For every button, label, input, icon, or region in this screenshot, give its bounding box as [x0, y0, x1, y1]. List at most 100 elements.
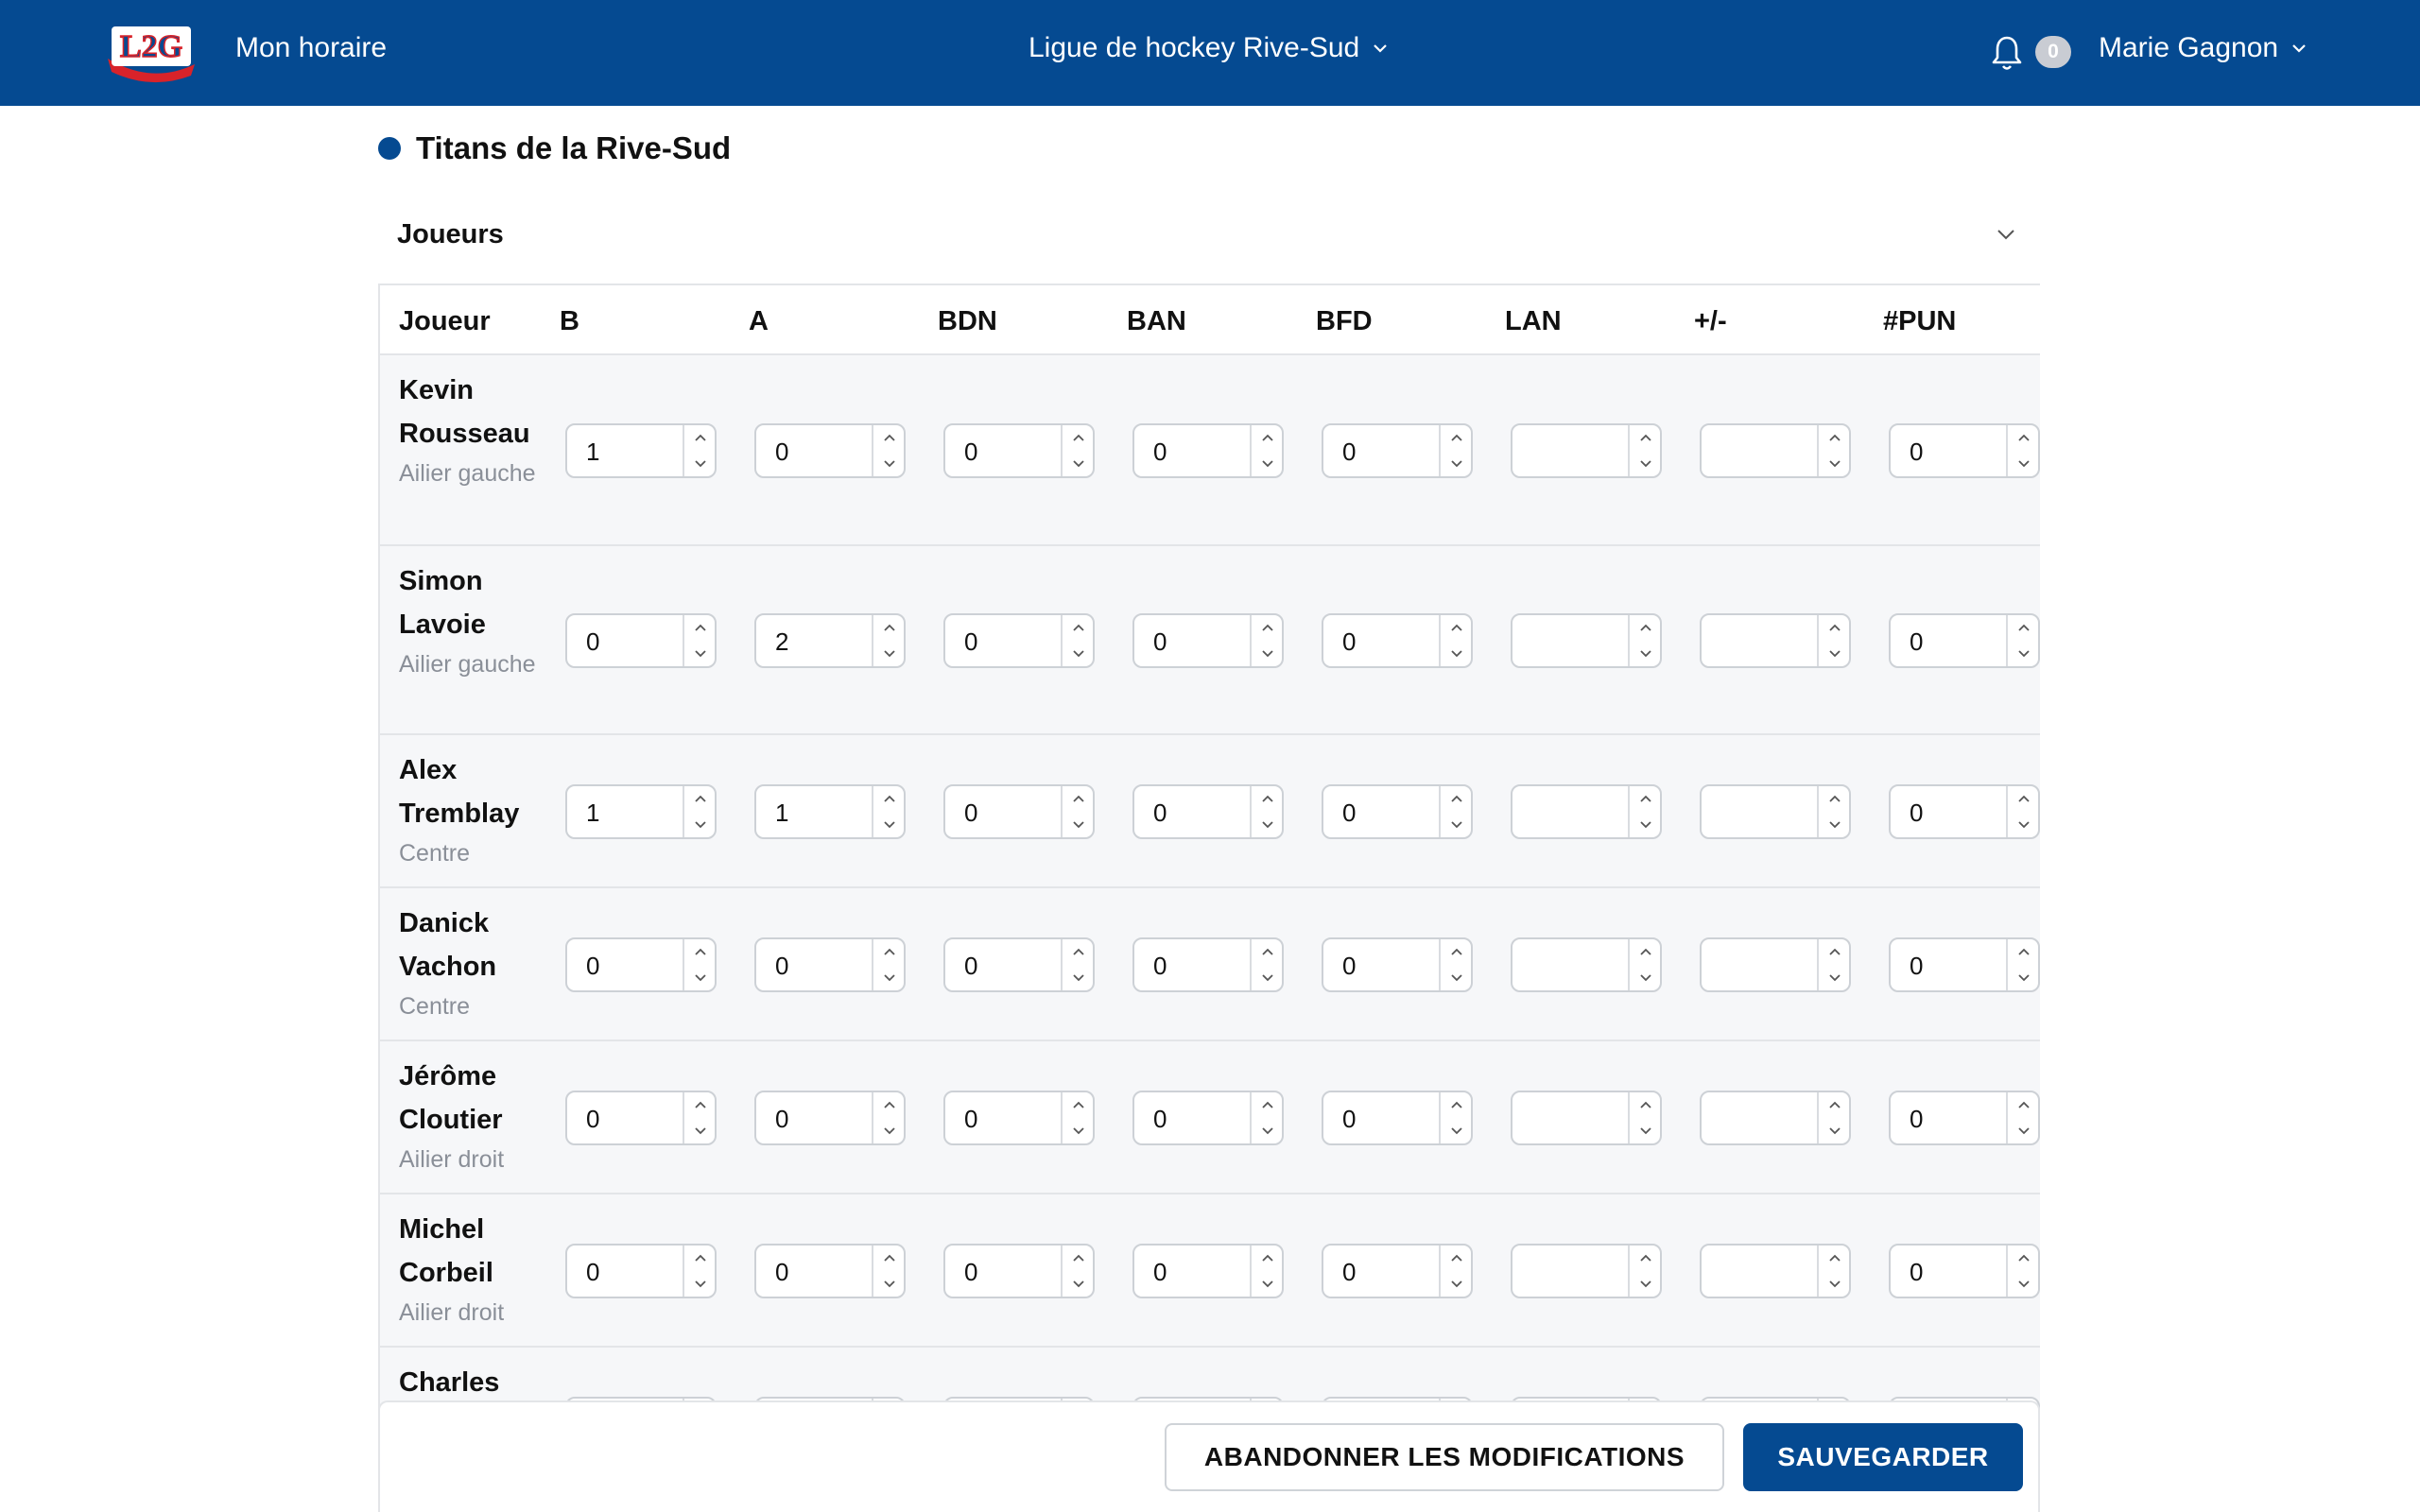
- chevron-up-icon[interactable]: [684, 425, 717, 451]
- league-logo[interactable]: L2G: [104, 19, 199, 83]
- discard-changes-button[interactable]: ABANDONNER LES MODIFICATIONS: [1165, 1423, 1724, 1491]
- chevron-up-icon[interactable]: [1063, 615, 1095, 641]
- chevron-down-icon[interactable]: [1630, 965, 1662, 990]
- chevron-up-icon[interactable]: [1630, 1246, 1662, 1271]
- chevron-down-icon[interactable]: [684, 1271, 717, 1297]
- stat-value[interactable]: 0: [586, 627, 600, 656]
- chevron-up-icon[interactable]: [1819, 939, 1851, 965]
- chevron-down-icon[interactable]: [1252, 965, 1284, 990]
- nav-my-schedule[interactable]: Mon horaire: [235, 32, 388, 63]
- stat-input-bdn[interactable]: 0: [943, 613, 1095, 668]
- stat-input-lan[interactable]: [1511, 1091, 1662, 1145]
- stat-value[interactable]: 0: [1910, 438, 1924, 466]
- stat-input-bdn[interactable]: 0: [943, 1244, 1095, 1298]
- chevron-up-icon[interactable]: [873, 1092, 906, 1118]
- chevron-up-icon[interactable]: [1441, 615, 1473, 641]
- chevron-up-icon[interactable]: [684, 939, 717, 965]
- stat-value[interactable]: 0: [1153, 799, 1167, 827]
- stat-value[interactable]: 0: [1153, 1258, 1167, 1286]
- stat-input-lan[interactable]: [1511, 1244, 1662, 1298]
- chevron-down-icon[interactable]: [2008, 1271, 2040, 1297]
- chevron-down-icon[interactable]: [1630, 1118, 1662, 1143]
- chevron-up-icon[interactable]: [1441, 1246, 1473, 1271]
- stat-input-a[interactable]: 0: [754, 937, 906, 992]
- chevron-down-icon[interactable]: [1441, 1271, 1473, 1297]
- chevron-down-icon[interactable]: [1819, 1118, 1851, 1143]
- chevron-up-icon[interactable]: [1441, 425, 1473, 451]
- stat-input-bfd[interactable]: 0: [1322, 1091, 1473, 1145]
- stat-input-bdn[interactable]: 0: [943, 423, 1095, 478]
- chevron-up-icon[interactable]: [684, 1092, 717, 1118]
- stat-value[interactable]: 0: [1910, 1105, 1924, 1133]
- stat-input-plus-minus[interactable]: [1700, 423, 1851, 478]
- chevron-down-icon[interactable]: [1819, 641, 1851, 666]
- chevron-up-icon[interactable]: [1063, 1246, 1095, 1271]
- stat-input-bdn[interactable]: 0: [943, 784, 1095, 839]
- chevron-down-icon[interactable]: [1252, 451, 1284, 476]
- chevron-up-icon[interactable]: [1630, 615, 1662, 641]
- chevron-down-icon[interactable]: [2008, 965, 2040, 990]
- chevron-down-icon[interactable]: [684, 1118, 717, 1143]
- stat-value[interactable]: 0: [1910, 1258, 1924, 1286]
- stat-value[interactable]: 0: [1153, 627, 1167, 656]
- stat-input-pun[interactable]: 0: [1889, 613, 2040, 668]
- stat-value[interactable]: 0: [1910, 627, 1924, 656]
- stat-input-bfd[interactable]: 0: [1322, 613, 1473, 668]
- stat-value[interactable]: 0: [775, 1258, 789, 1286]
- chevron-down-icon[interactable]: [1819, 965, 1851, 990]
- stat-input-plus-minus[interactable]: [1700, 1091, 1851, 1145]
- chevron-down-icon[interactable]: [1630, 451, 1662, 476]
- chevron-down-icon[interactable]: [684, 965, 717, 990]
- stat-input-b[interactable]: 1: [565, 423, 717, 478]
- chevron-up-icon[interactable]: [1819, 786, 1851, 812]
- stat-input-a[interactable]: 0: [754, 423, 906, 478]
- players-section-toggle[interactable]: Joueurs: [378, 180, 2040, 284]
- chevron-up-icon[interactable]: [1819, 1092, 1851, 1118]
- stat-value[interactable]: 0: [964, 1258, 978, 1286]
- stat-input-a[interactable]: 1: [754, 784, 906, 839]
- chevron-up-icon[interactable]: [1441, 1092, 1473, 1118]
- chevron-down-icon[interactable]: [1063, 641, 1095, 666]
- chevron-down-icon[interactable]: [684, 641, 717, 666]
- stat-input-b[interactable]: 0: [565, 613, 717, 668]
- chevron-up-icon[interactable]: [873, 615, 906, 641]
- chevron-down-icon[interactable]: [1063, 965, 1095, 990]
- stat-input-ban[interactable]: 0: [1132, 784, 1284, 839]
- chevron-up-icon[interactable]: [1063, 939, 1095, 965]
- chevron-down-icon[interactable]: [1063, 1118, 1095, 1143]
- chevron-up-icon[interactable]: [2008, 425, 2040, 451]
- chevron-up-icon[interactable]: [1063, 425, 1095, 451]
- chevron-down-icon[interactable]: [684, 451, 717, 476]
- chevron-up-icon[interactable]: [1063, 1092, 1095, 1118]
- chevron-down-icon[interactable]: [1819, 451, 1851, 476]
- stat-input-a[interactable]: 2: [754, 613, 906, 668]
- stat-value[interactable]: 0: [586, 952, 600, 980]
- stat-value[interactable]: 0: [1153, 1105, 1167, 1133]
- chevron-up-icon[interactable]: [873, 939, 906, 965]
- chevron-up-icon[interactable]: [1252, 1092, 1284, 1118]
- stat-input-ban[interactable]: 0: [1132, 937, 1284, 992]
- chevron-up-icon[interactable]: [1252, 786, 1284, 812]
- stat-value[interactable]: 0: [964, 627, 978, 656]
- stat-input-pun[interactable]: 0: [1889, 1091, 2040, 1145]
- stat-input-bdn[interactable]: 0: [943, 937, 1095, 992]
- chevron-up-icon[interactable]: [1630, 939, 1662, 965]
- stat-input-bfd[interactable]: 0: [1322, 937, 1473, 992]
- stat-value[interactable]: 1: [586, 799, 600, 827]
- chevron-down-icon[interactable]: [2008, 812, 2040, 837]
- chevron-up-icon[interactable]: [2008, 1092, 2040, 1118]
- stat-input-pun[interactable]: 0: [1889, 784, 2040, 839]
- stat-value[interactable]: 0: [1342, 1258, 1357, 1286]
- chevron-down-icon[interactable]: [1441, 451, 1473, 476]
- stat-input-pun[interactable]: 0: [1889, 423, 2040, 478]
- save-button[interactable]: SAUVEGARDER: [1743, 1423, 2023, 1491]
- stat-value[interactable]: 2: [775, 627, 789, 656]
- chevron-up-icon[interactable]: [1063, 786, 1095, 812]
- stat-input-plus-minus[interactable]: [1700, 784, 1851, 839]
- chevron-down-icon[interactable]: [1252, 812, 1284, 837]
- chevron-up-icon[interactable]: [873, 425, 906, 451]
- stat-input-bdn[interactable]: 0: [943, 1091, 1095, 1145]
- chevron-down-icon[interactable]: [1819, 1271, 1851, 1297]
- stat-value[interactable]: 0: [1153, 438, 1167, 466]
- stat-input-b[interactable]: 0: [565, 1244, 717, 1298]
